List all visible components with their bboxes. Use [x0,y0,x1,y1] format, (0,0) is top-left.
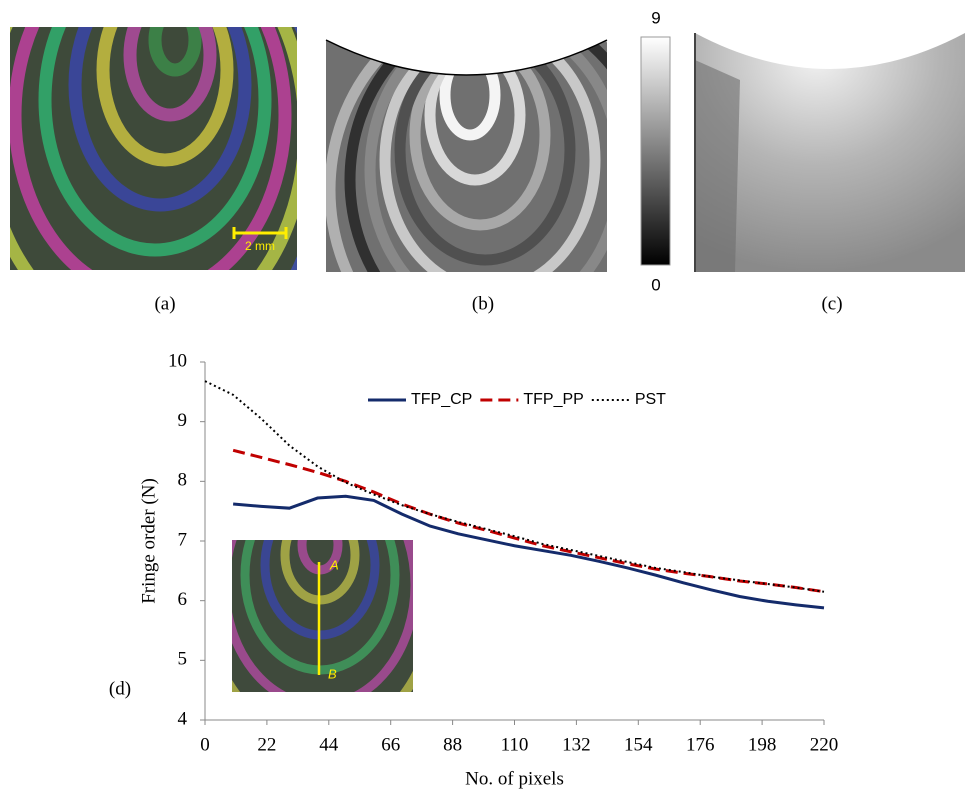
panel-label: (b) [472,293,494,314]
photo-a [10,27,297,270]
y-axis-label: Fringe order (N) [138,478,159,604]
line-chart: 4 5 6 7 8 9 10 0 22 44 66 88 110 132 154 176 198 220 No. o… [138,350,838,789]
arc [325,39,608,76]
series-line [232,448,825,594]
y-tick-label: 5 [178,649,188,670]
y-tick-label: 4 [178,708,188,729]
y-tick-label: 10 [168,350,187,371]
legend-label: TFP_PP [523,391,583,408]
series-line [204,380,825,593]
x-tick-label: 132 [562,734,591,755]
panel-label: (a) [154,293,175,314]
inset-label: A [329,557,339,572]
series-line [233,494,825,610]
x-tick-label: 0 [200,734,210,755]
colorbar [640,36,671,266]
y-tick-label: 6 [178,589,188,610]
x-tick-label: 198 [748,734,777,755]
x-axis-label: No. of pixels [465,768,564,789]
x-tick-label: 44 [319,734,339,755]
legend-label: PST [635,391,666,408]
x-tick-label: 154 [624,734,653,755]
x-tick-label: 22 [257,734,276,755]
unwrapped-c [695,33,965,272]
y-tick-label: 8 [178,470,188,491]
x-tick-label: 176 [686,734,715,755]
legend-label: TFP_CP [411,391,472,408]
scale-bar-label: 2 mm [245,239,275,253]
x-tick-label: 220 [810,734,839,755]
y-tick-label: 7 [178,529,188,550]
x-tick-label: 66 [381,734,400,755]
x-tick-label: 88 [443,734,462,755]
phase-map-b [326,40,607,272]
colorbar-min: 0 [651,275,660,294]
inset-label: B [328,666,337,681]
panel-label: (c) [821,293,842,314]
panel-label: (d) [109,678,131,699]
y-tick-label: 9 [178,410,188,431]
x-tick-label: 110 [501,734,529,755]
colorbar-max: 9 [651,8,660,27]
